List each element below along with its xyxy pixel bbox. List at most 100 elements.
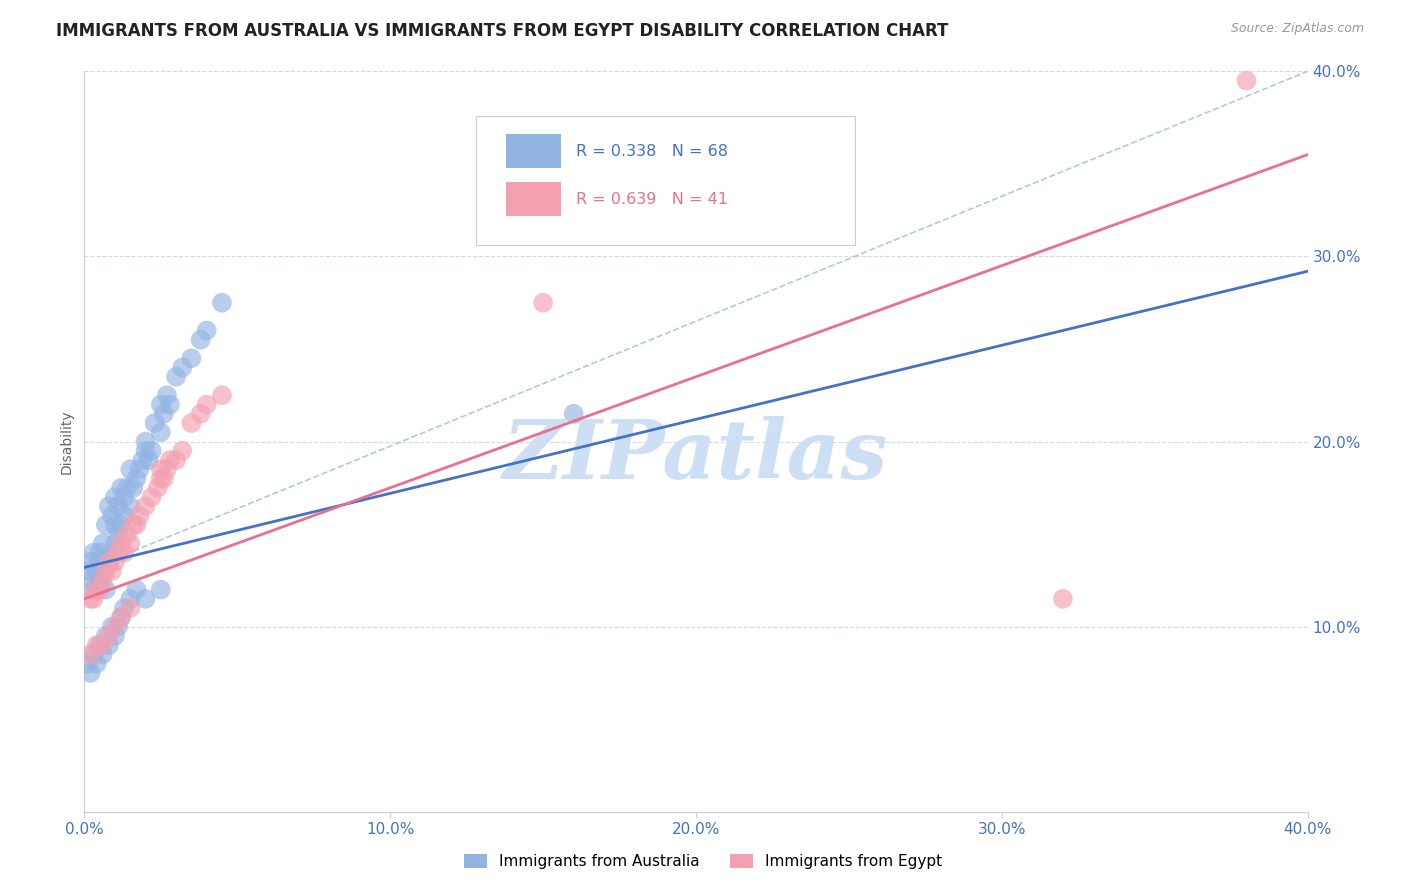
Point: [112, 545, 135, 560]
Point: [97, 555, 120, 569]
Point: [125, 517, 148, 532]
Point: [107, 619, 129, 633]
Point: [112, 508, 135, 523]
Point: [94, 564, 117, 578]
Point: [97, 638, 120, 652]
Point: [1236, 73, 1258, 87]
Point: [180, 351, 202, 366]
Point: [190, 333, 212, 347]
Point: [131, 453, 153, 467]
Point: [531, 295, 554, 310]
Point: [120, 591, 142, 606]
Point: [149, 425, 172, 440]
Point: [76, 657, 98, 671]
Point: [159, 453, 181, 467]
Point: [91, 564, 114, 578]
Point: [128, 462, 150, 476]
Point: [143, 416, 166, 430]
Point: [76, 564, 98, 578]
Point: [89, 545, 111, 560]
Point: [89, 638, 111, 652]
Point: [91, 536, 114, 550]
Text: ZIPatlas: ZIPatlas: [503, 417, 889, 496]
Point: [135, 443, 157, 458]
Point: [120, 462, 142, 476]
Point: [149, 472, 172, 486]
Point: [110, 610, 132, 624]
Point: [97, 500, 120, 514]
Point: [156, 388, 179, 402]
Point: [83, 648, 105, 662]
Point: [138, 453, 160, 467]
Point: [135, 434, 157, 449]
Point: [86, 582, 108, 597]
Point: [149, 462, 172, 476]
Point: [79, 648, 101, 662]
Point: [141, 443, 163, 458]
Point: [107, 545, 129, 560]
Point: [101, 545, 124, 560]
FancyBboxPatch shape: [506, 135, 561, 168]
Point: [122, 481, 145, 495]
Point: [115, 527, 138, 541]
Point: [97, 629, 120, 643]
Point: [83, 582, 105, 597]
Point: [83, 545, 105, 560]
Point: [91, 638, 114, 652]
Text: IMMIGRANTS FROM AUSTRALIA VS IMMIGRANTS FROM EGYPT DISABILITY CORRELATION CHART: IMMIGRANTS FROM AUSTRALIA VS IMMIGRANTS …: [56, 22, 949, 40]
Point: [180, 416, 202, 430]
Point: [125, 472, 148, 486]
Point: [112, 601, 135, 615]
Point: [562, 407, 585, 421]
Point: [165, 453, 187, 467]
Point: [110, 481, 132, 495]
Point: [110, 610, 132, 624]
Point: [97, 555, 120, 569]
Point: [146, 481, 169, 495]
Point: [89, 555, 111, 569]
Point: [94, 517, 117, 532]
Point: [89, 574, 111, 588]
Text: R = 0.639   N = 41: R = 0.639 N = 41: [576, 192, 728, 207]
Point: [149, 398, 172, 412]
Point: [83, 591, 105, 606]
Point: [104, 517, 127, 532]
Point: [156, 462, 179, 476]
Point: [135, 591, 157, 606]
Point: [91, 648, 114, 662]
Point: [104, 629, 127, 643]
Point: [190, 407, 212, 421]
Point: [79, 591, 101, 606]
Legend: Immigrants from Australia, Immigrants from Egypt: Immigrants from Australia, Immigrants fr…: [457, 848, 949, 875]
Point: [107, 527, 129, 541]
FancyBboxPatch shape: [475, 116, 855, 245]
Y-axis label: Disability: Disability: [59, 409, 73, 474]
Point: [165, 369, 187, 384]
Point: [120, 500, 142, 514]
Point: [101, 508, 124, 523]
Point: [172, 443, 194, 458]
Text: Source: ZipAtlas.com: Source: ZipAtlas.com: [1230, 22, 1364, 36]
Point: [79, 555, 101, 569]
Point: [101, 619, 124, 633]
Point: [149, 582, 172, 597]
Point: [79, 665, 101, 680]
Point: [89, 582, 111, 597]
Point: [112, 490, 135, 504]
Point: [104, 555, 127, 569]
Point: [211, 388, 233, 402]
Point: [104, 619, 127, 633]
Point: [128, 508, 150, 523]
Point: [86, 582, 108, 597]
Point: [86, 638, 108, 652]
Point: [141, 490, 163, 504]
Point: [172, 360, 194, 375]
FancyBboxPatch shape: [506, 183, 561, 216]
Point: [153, 407, 176, 421]
Point: [115, 481, 138, 495]
Point: [91, 574, 114, 588]
Text: R = 0.338   N = 68: R = 0.338 N = 68: [576, 144, 728, 159]
Point: [104, 490, 127, 504]
Point: [110, 536, 132, 550]
Point: [1052, 591, 1074, 606]
